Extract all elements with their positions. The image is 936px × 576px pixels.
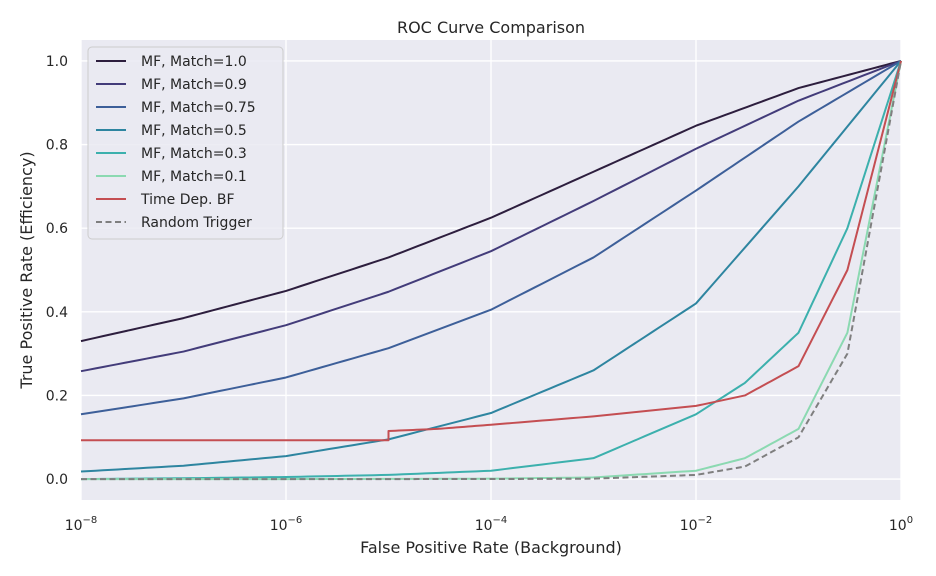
series-layer	[80, 59, 902, 481]
legend-label-3: MF, Match=0.5	[141, 123, 247, 139]
legend-label-5: MF, Match=0.1	[141, 169, 247, 185]
series-line-3	[80, 60, 902, 473]
legend-label-4: MF, Match=0.3	[141, 146, 247, 162]
legend-label-7: Random Trigger	[141, 215, 252, 231]
y-tick-label-2: 0.4	[46, 305, 68, 321]
legend-label-0: MF, Match=1.0	[141, 54, 247, 70]
series-line-5	[81, 60, 902, 481]
series-line-1	[80, 59, 902, 373]
y-tick-label-1: 0.2	[46, 388, 68, 404]
y-tick-label-5: 1.0	[46, 54, 68, 70]
series-line-6	[81, 60, 902, 442]
series-line-7	[81, 60, 902, 481]
legend-label-6: Time Dep. BF	[140, 192, 235, 208]
x-tick-label-2: 10−4	[475, 515, 508, 534]
series-line-2	[80, 60, 902, 416]
y-tick-label-4: 0.8	[46, 138, 68, 154]
x-tick-label-1: 10−6	[270, 515, 303, 534]
x-tick-label-3: 10−2	[680, 515, 713, 534]
legend: MF, Match=1.0 MF, Match=0.9 MF, Match=0.75…	[87, 46, 284, 240]
legend-frame	[87, 46, 284, 240]
y-axis-label: True Positive Rate (Efficiency)	[17, 151, 36, 389]
series-line-4	[80, 60, 902, 481]
y-tick-labels: 0.0 0.2 0.4 0.6 0.8 1.0	[46, 54, 68, 488]
x-tick-label-4: 100	[889, 515, 913, 534]
x-tick-label-0: 10−8	[65, 515, 98, 534]
x-axis-label: False Positive Rate (Background)	[360, 538, 622, 557]
series-line-0	[80, 59, 902, 343]
y-tick-label-3: 0.6	[46, 221, 68, 237]
chart-title: ROC Curve Comparison	[397, 18, 585, 37]
x-tick-labels: 10−8 10−6 10−4 10−2 100	[65, 515, 913, 534]
legend-label-2: MF, Match=0.75	[141, 100, 256, 116]
y-tick-label-0: 0.0	[46, 472, 68, 488]
legend-label-1: MF, Match=0.9	[141, 77, 247, 93]
